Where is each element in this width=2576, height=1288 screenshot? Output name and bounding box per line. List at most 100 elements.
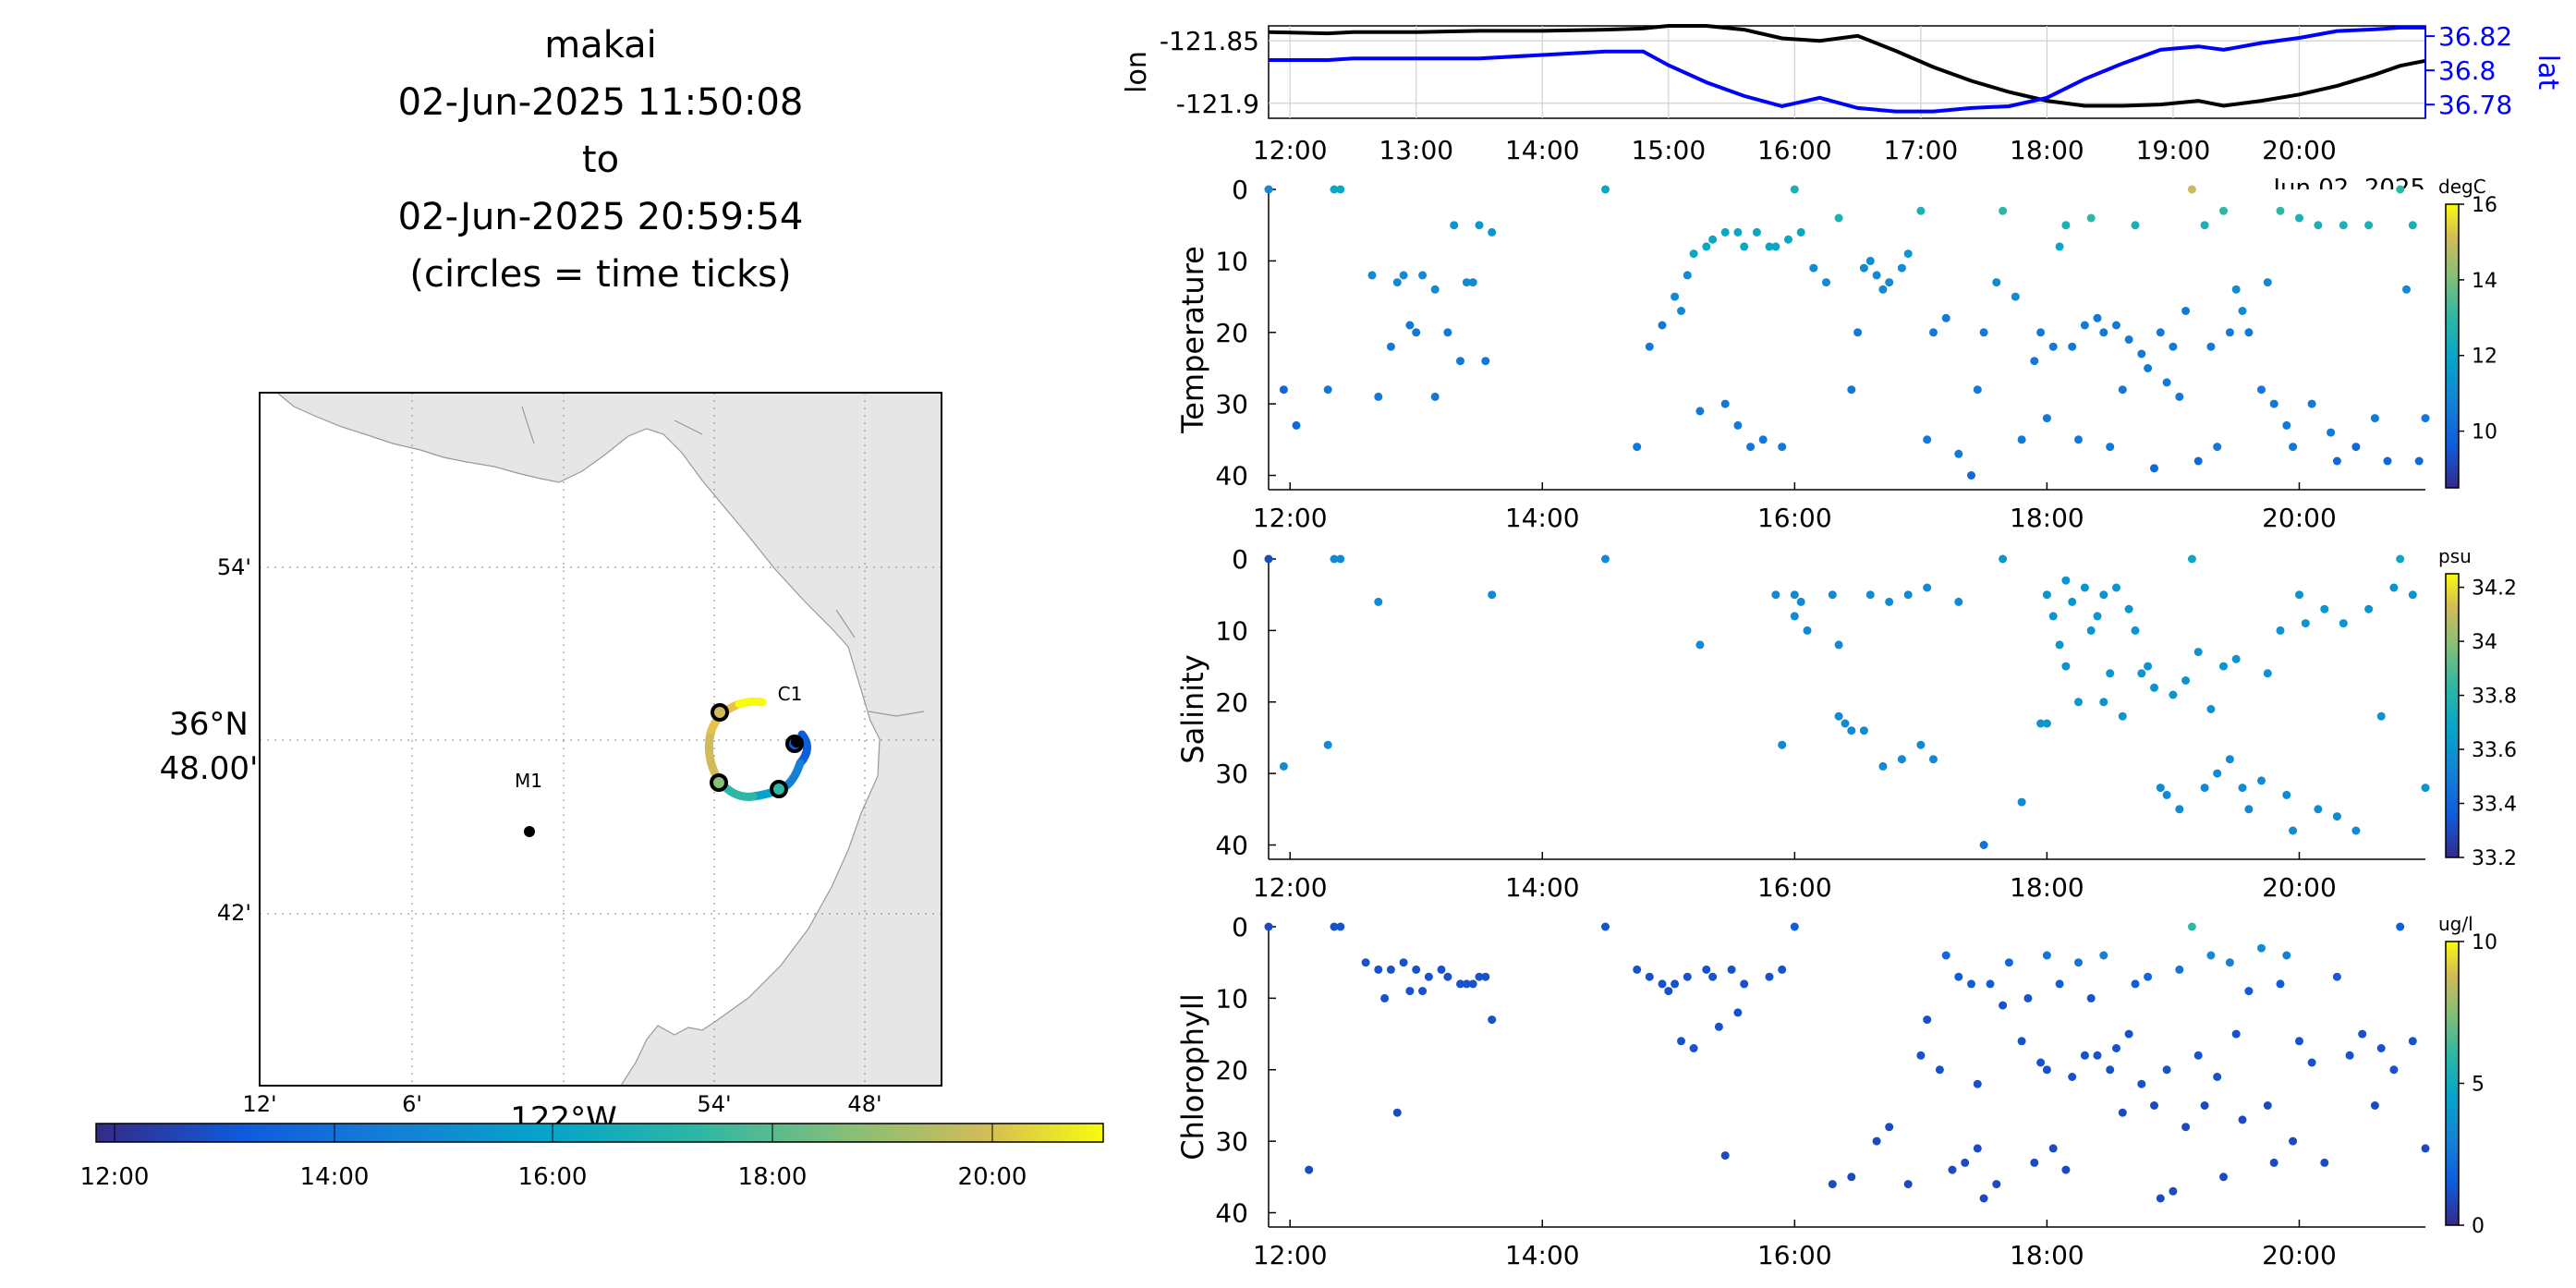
- units-label: degC: [2438, 176, 2486, 198]
- data-point: [1677, 307, 1685, 315]
- data-point: [2124, 1029, 2133, 1039]
- data-point: [2408, 1037, 2417, 1046]
- data-point: [1468, 278, 1477, 287]
- data-point: [2086, 993, 2096, 1002]
- data-point: [1714, 1022, 1723, 1031]
- lat-tick-42: 42': [217, 900, 251, 926]
- y-tick: 40: [1215, 1198, 1248, 1229]
- colorbar-tick: 12:00: [80, 1163, 150, 1191]
- data-point: [2263, 669, 2272, 678]
- data-point: [2370, 414, 2379, 423]
- data-point: [2421, 414, 2430, 423]
- data-point: [1488, 1015, 1497, 1025]
- data-point: [1264, 185, 1273, 194]
- data-point: [2231, 654, 2241, 663]
- data-point: [2314, 805, 2323, 814]
- data-point: [2263, 278, 2272, 287]
- data-point: [2231, 285, 2241, 294]
- data-point: [1456, 979, 1464, 989]
- position-x-tick: 20:00: [2262, 135, 2337, 165]
- data-point: [1954, 972, 1963, 981]
- data-point: [2289, 826, 2298, 835]
- data-point: [2364, 604, 2374, 614]
- data-point: [1878, 285, 1888, 294]
- data-point: [2137, 669, 2146, 678]
- data-point: [2099, 951, 2108, 960]
- colorbar-tick: 14: [2472, 270, 2497, 293]
- data-point: [2257, 943, 2266, 953]
- data-point: [1941, 951, 1950, 960]
- data-point: [1765, 972, 1774, 981]
- data-point: [2320, 604, 2329, 614]
- data-point: [1903, 249, 1913, 259]
- data-point: [1961, 1158, 1970, 1167]
- data-point: [1973, 1079, 1982, 1088]
- data-point: [1841, 719, 1850, 728]
- data-point: [2263, 1101, 2272, 1110]
- data-point: [2048, 1144, 2058, 1153]
- data-point: [1916, 1051, 1926, 1060]
- data-point: [2112, 321, 2120, 330]
- data-point: [1671, 292, 1680, 301]
- data-point: [2042, 1065, 2051, 1075]
- data-point: [2093, 313, 2102, 322]
- data-point: [2061, 221, 2071, 230]
- data-point: [1973, 1144, 1982, 1153]
- data-point: [1954, 597, 1963, 606]
- data-point: [1771, 590, 1780, 600]
- x-tick: 20:00: [2262, 503, 2337, 533]
- data-point: [2295, 1037, 2303, 1046]
- lon-tick: -121.9: [1176, 89, 1259, 119]
- data-point: [2402, 285, 2411, 294]
- data-point: [2048, 342, 2058, 351]
- data-point: [1481, 972, 1490, 981]
- time-colorbar: [95, 1123, 1104, 1143]
- data-point: [2376, 1044, 2386, 1052]
- y-tick: 20: [1215, 1055, 1248, 1086]
- colorbar-tick: 0: [2472, 1215, 2485, 1238]
- data-point: [2099, 590, 2108, 600]
- data-point: [1973, 385, 1982, 395]
- data-point: [1708, 235, 1718, 244]
- x-tick: 20:00: [2262, 872, 2337, 903]
- data-point: [2339, 619, 2348, 628]
- time-colorbar-ticks: 12:00 14:00 16:00 18:00 20:00: [80, 1124, 1027, 1191]
- data-point: [1305, 1165, 1314, 1174]
- data-point: [1865, 590, 1875, 600]
- data-point: [1475, 972, 1484, 981]
- data-point: [2295, 590, 2303, 600]
- colorbar-tick: 14:00: [300, 1163, 370, 1191]
- data-point: [2301, 619, 2310, 628]
- data-point: [2112, 1044, 2120, 1052]
- data-point: [1264, 554, 1273, 564]
- data-point: [1645, 972, 1654, 981]
- y-tick: 30: [1215, 759, 1248, 789]
- y-tick: 10: [1215, 983, 1248, 1014]
- data-point: [1903, 1180, 1913, 1189]
- data-point: [2099, 698, 2108, 707]
- data-point: [2055, 242, 2064, 251]
- data-point: [2193, 648, 2203, 657]
- data-point: [1677, 1037, 1685, 1046]
- data-point: [1847, 726, 1856, 735]
- data-point: [2144, 364, 2153, 372]
- data-point: [2086, 626, 2096, 635]
- data-point: [1790, 185, 1799, 194]
- data-point: [1462, 979, 1471, 989]
- y-tick: 20: [1215, 687, 1248, 718]
- data-point: [1601, 185, 1610, 194]
- data-point: [1903, 590, 1913, 600]
- data-point: [2414, 456, 2424, 466]
- panel-axes: [1269, 559, 2425, 859]
- data-point: [2068, 1073, 2077, 1081]
- data-point: [2106, 1065, 2115, 1075]
- data-point: [1323, 385, 1332, 395]
- data-point: [1330, 185, 1339, 194]
- lat-tick-54: 54': [217, 554, 251, 580]
- data-point: [2169, 342, 2178, 351]
- colorbar-tick: 10: [2472, 421, 2497, 444]
- value-colorbar: [2445, 941, 2460, 1226]
- data-point: [2112, 583, 2120, 592]
- data-point: [1708, 972, 1718, 981]
